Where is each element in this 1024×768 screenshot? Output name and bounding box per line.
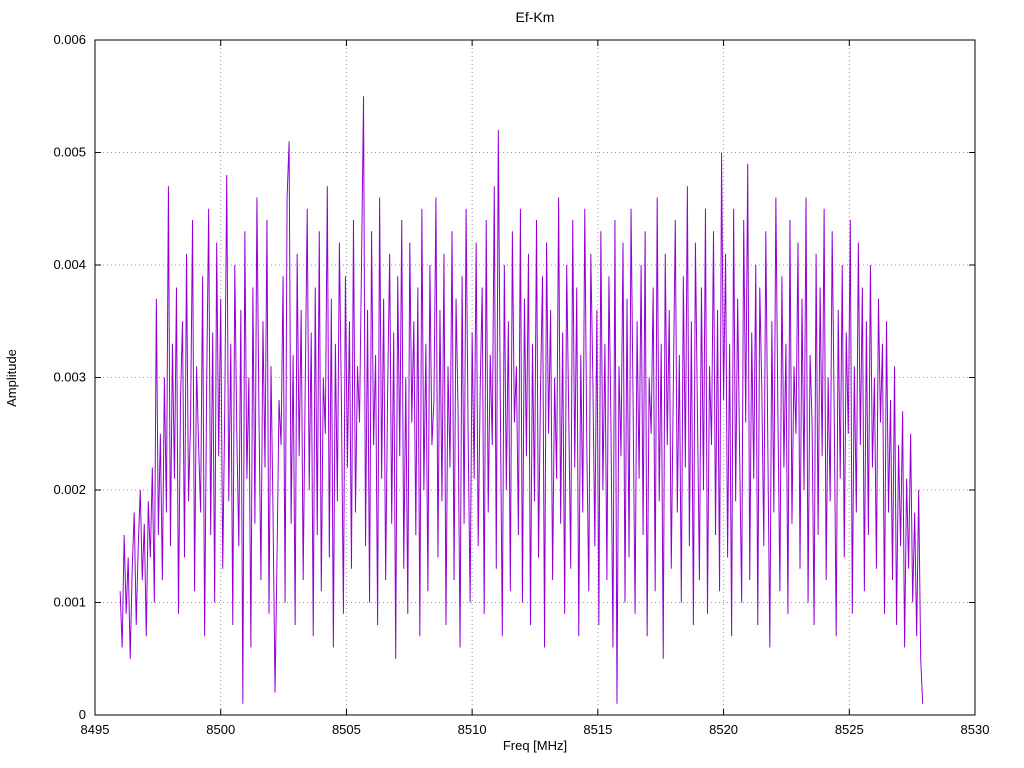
- y-tick-label: 0.006: [53, 32, 86, 47]
- y-tick-label: 0.003: [53, 370, 86, 385]
- x-tick-label: 8500: [206, 722, 235, 737]
- y-tick-label: 0.001: [53, 595, 86, 610]
- y-tick-label: 0.002: [53, 482, 86, 497]
- chart-title: Ef-Km: [516, 9, 555, 25]
- axis-ticks: [94, 39, 976, 716]
- x-tick-label: 8495: [81, 722, 110, 737]
- x-axis-label: Freq [MHz]: [503, 738, 567, 753]
- tick-labels: 8495 8500 8505 8510 8515 8520 8525 8530 0 0.001 0.…: [53, 32, 989, 737]
- y-tick-label: 0.005: [53, 145, 86, 160]
- x-tick-label: 8510: [458, 722, 487, 737]
- x-tick-label: 8520: [709, 722, 738, 737]
- y-axis-label: Amplitude: [4, 349, 19, 407]
- x-tick-label: 8530: [961, 722, 990, 737]
- x-tick-label: 8525: [835, 722, 864, 737]
- x-tick-label: 8505: [332, 722, 361, 737]
- spectrum-line: [119, 96, 924, 704]
- y-tick-label: 0.004: [53, 257, 86, 272]
- y-tick-label: 0: [79, 707, 86, 722]
- x-tick-label: 8515: [583, 722, 612, 737]
